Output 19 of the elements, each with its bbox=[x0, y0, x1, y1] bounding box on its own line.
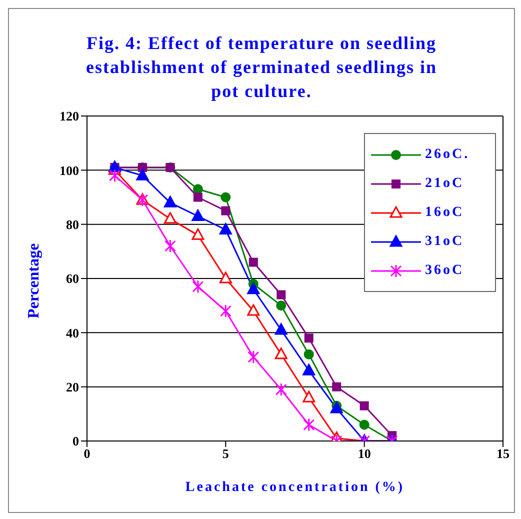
legend-label: 21oC bbox=[425, 176, 464, 192]
y-tick-label: 100 bbox=[60, 162, 79, 178]
y-axis-title: Percentage bbox=[26, 243, 43, 318]
y-tick-label: 40 bbox=[66, 325, 79, 340]
y-tick-label: 80 bbox=[66, 216, 79, 232]
x-tick-label: 15 bbox=[496, 446, 510, 462]
x-tick-label: 10 bbox=[358, 446, 371, 462]
y-tick-label: 20 bbox=[66, 379, 79, 394]
legend-label: 26oC. bbox=[425, 146, 470, 162]
y-tick-label: 0 bbox=[72, 434, 79, 449]
legend-label: 36oC bbox=[425, 262, 464, 278]
legend-label: 31oC bbox=[425, 234, 464, 250]
legend-label: 16oC bbox=[425, 204, 464, 220]
x-tick-label: 5 bbox=[222, 446, 230, 462]
y-tick-label: 60 bbox=[66, 271, 79, 286]
x-tick-label: 0 bbox=[84, 446, 90, 462]
x-axis-title: Leachate concentration (%) bbox=[185, 480, 405, 495]
y-tick-label: 120 bbox=[60, 108, 79, 124]
chart-title: Fig. 4: Effect of temperature on seedling establishment of germinated seedlings in pot culture. bbox=[84, 32, 438, 103]
